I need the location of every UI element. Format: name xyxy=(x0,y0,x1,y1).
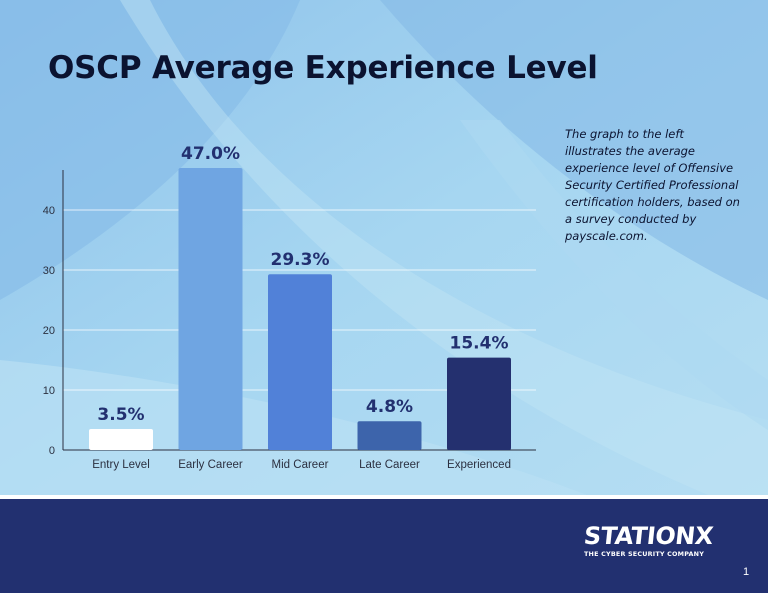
page-number: 1 xyxy=(743,566,750,578)
bar-chart: 0 10 20 30 40 Entry Level Early Career Mid Care… xyxy=(43,144,536,471)
x-tick-label: Mid Career xyxy=(272,459,329,471)
x-tick-label: Experienced xyxy=(447,459,511,471)
y-tick-label: 0 xyxy=(49,445,55,457)
data-labels: 3.5% 47.0% 29.3% 4.8% 15.4% xyxy=(97,144,508,425)
data-label: 47.0% xyxy=(181,144,240,164)
data-label: 29.3% xyxy=(271,250,330,270)
y-tick-label: 20 xyxy=(43,325,55,337)
logo-tagline: THE CYBER SECURITY COMPANY xyxy=(584,550,705,558)
background-pattern xyxy=(0,0,768,500)
data-label: 3.5% xyxy=(97,405,144,425)
axes: 0 10 20 30 40 Entry Level Early Career Mid Care… xyxy=(43,170,536,471)
chart-description: The graph to the left illustrates the av… xyxy=(565,127,740,243)
bar-entry-level xyxy=(89,429,153,450)
x-tick-label: Entry Level xyxy=(92,459,150,471)
bar-late-career xyxy=(357,421,422,450)
bar-experienced xyxy=(447,357,511,450)
stationx-logo: STATIONX THE CYBER SECURITY COMPANY xyxy=(582,522,724,563)
y-tick-label: 30 xyxy=(43,265,55,277)
y-tick-label: 10 xyxy=(43,385,55,397)
bar-early-career xyxy=(178,168,243,450)
x-tick-label: Late Career xyxy=(359,459,420,471)
bar-mid-career xyxy=(268,274,332,450)
logo-wordmark: STATIONX xyxy=(582,522,715,550)
bars xyxy=(89,168,511,450)
data-label: 4.8% xyxy=(366,397,413,417)
x-tick-label: Early Career xyxy=(178,459,243,471)
data-label: 15.4% xyxy=(450,334,509,354)
footer-band xyxy=(0,495,768,593)
page-title: OSCP Average Experience Level xyxy=(48,50,598,86)
y-tick-label: 40 xyxy=(43,205,55,217)
